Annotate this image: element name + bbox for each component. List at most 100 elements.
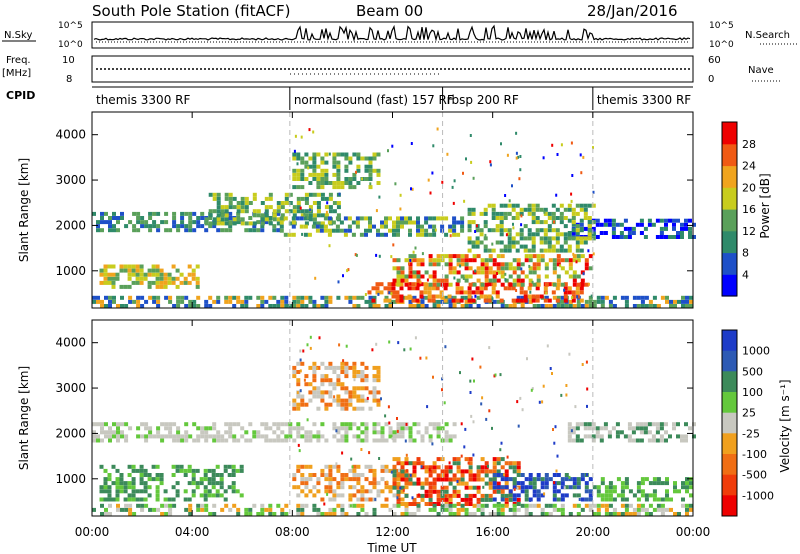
cpid-segment-label: themis 3300 RF xyxy=(597,93,691,107)
range-cell xyxy=(523,224,528,229)
range-cell xyxy=(112,228,116,233)
range-cell xyxy=(648,493,653,498)
range-cell xyxy=(551,290,556,295)
range-cell xyxy=(220,213,225,218)
scatter-cell xyxy=(531,280,534,284)
range-cell xyxy=(180,434,185,439)
scatter-cell xyxy=(592,252,595,256)
range-cell xyxy=(111,284,116,289)
range-cell xyxy=(423,286,428,291)
range-cell xyxy=(544,304,549,308)
range-cell xyxy=(380,438,385,443)
range-cell xyxy=(327,220,332,225)
range-cell xyxy=(548,258,553,263)
range-cell xyxy=(532,477,537,482)
range-cell xyxy=(188,216,193,220)
range-cell xyxy=(540,304,545,308)
range-cell xyxy=(312,422,317,427)
range-cell xyxy=(224,503,229,508)
range-cell xyxy=(308,192,313,197)
range-cell xyxy=(492,503,497,508)
range-cell xyxy=(448,493,453,498)
range-cell xyxy=(575,228,580,233)
scatter-cell xyxy=(369,182,372,186)
range-cell xyxy=(112,422,116,427)
range-cell xyxy=(492,485,497,490)
range-cell xyxy=(559,203,564,208)
range-cell xyxy=(324,152,329,157)
range-cell xyxy=(224,438,229,443)
range-cell xyxy=(196,438,201,443)
range-cell xyxy=(572,485,577,490)
range-cell xyxy=(224,295,229,300)
range-cell xyxy=(392,493,397,498)
range-cell xyxy=(516,485,521,490)
range-cell xyxy=(116,422,120,427)
range-cell xyxy=(336,201,341,205)
range-cell xyxy=(348,398,353,403)
range-cell xyxy=(432,216,437,221)
range-cell xyxy=(211,468,216,473)
range-cell xyxy=(316,390,321,395)
range-cell xyxy=(528,481,533,486)
scatter-cell xyxy=(516,400,519,404)
range-cell xyxy=(507,228,512,233)
range-cell xyxy=(552,266,557,271)
range-cell xyxy=(412,473,417,478)
range-cell xyxy=(195,280,200,285)
range-cell xyxy=(356,489,361,494)
range-cell xyxy=(159,473,164,477)
range-cell xyxy=(559,216,564,220)
range-cell xyxy=(131,468,136,473)
range-cell xyxy=(304,304,309,308)
range-cell xyxy=(631,231,636,235)
range-cell xyxy=(360,398,365,403)
range-cell xyxy=(316,201,321,205)
range-cell xyxy=(616,477,621,482)
range-cell xyxy=(352,172,357,177)
range-cell xyxy=(636,497,641,502)
range-cell xyxy=(344,473,349,477)
range-cell xyxy=(176,430,181,435)
range-cell xyxy=(104,434,108,439)
range-cell xyxy=(388,228,392,233)
range-cell xyxy=(176,224,181,229)
range-cell xyxy=(364,512,369,516)
range-cell xyxy=(576,477,581,482)
range-cell xyxy=(651,222,656,227)
range-cell xyxy=(212,426,217,431)
range-cell xyxy=(388,216,392,221)
range-cell xyxy=(681,481,685,486)
range-cell xyxy=(344,370,349,374)
range-cell xyxy=(316,177,321,181)
scatter-cell xyxy=(429,191,432,195)
range-cell xyxy=(159,280,164,285)
range-cell xyxy=(368,406,373,411)
range-cell xyxy=(296,503,301,508)
range-cell xyxy=(543,248,548,253)
range-cell xyxy=(292,370,297,374)
scatter-cell xyxy=(481,396,484,400)
range-cell xyxy=(108,224,112,229)
range-cell xyxy=(395,298,400,303)
range-cell xyxy=(236,438,241,443)
range-cell xyxy=(292,172,297,177)
range-cell xyxy=(480,497,485,502)
scatter-cell xyxy=(576,295,579,299)
range-cell xyxy=(100,503,104,508)
range-cell xyxy=(332,426,337,431)
range-cell xyxy=(244,201,249,205)
range-cell xyxy=(336,426,341,431)
range-cell xyxy=(503,248,508,253)
range-cell xyxy=(291,220,296,225)
range-cell xyxy=(352,374,357,379)
range-cell xyxy=(448,258,453,263)
range-cell xyxy=(568,262,573,267)
range-cell xyxy=(156,228,161,233)
range-cell xyxy=(324,489,329,494)
range-cell xyxy=(484,481,489,486)
scatter-cell xyxy=(460,454,463,458)
range-cell xyxy=(508,461,513,466)
range-cell xyxy=(380,503,385,508)
range-cell xyxy=(152,211,157,216)
